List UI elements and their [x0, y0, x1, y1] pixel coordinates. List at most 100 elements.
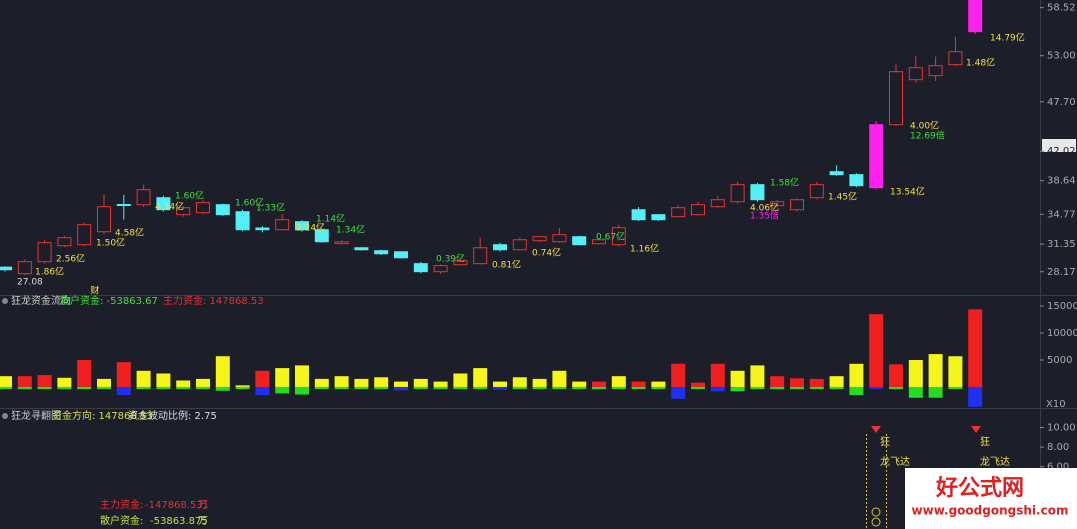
annotation: 1.60亿: [235, 197, 264, 209]
candle-body: [116, 203, 131, 206]
annotation: 1.16亿: [630, 243, 659, 255]
bar: [631, 386, 646, 390]
signal-marker: [971, 426, 981, 433]
bar: [512, 386, 527, 390]
bar: [671, 386, 686, 399]
bar: [889, 386, 903, 390]
y-tick-label: 10.00: [1047, 423, 1076, 434]
bar: [413, 386, 428, 390]
bar: [57, 377, 72, 387]
candle-body: [334, 241, 349, 245]
bar: [552, 370, 567, 387]
candle-body: [809, 184, 824, 199]
annotation: 2.56亿: [56, 253, 85, 265]
bar: [770, 376, 785, 387]
y-tick-label: 10000: [1047, 328, 1077, 339]
bar: [295, 386, 309, 395]
bar: [314, 386, 329, 390]
annotation: 1.14亿: [316, 213, 345, 225]
candle-body: [770, 201, 785, 207]
candle-body: [97, 206, 111, 233]
annotation: 13.54亿: [890, 186, 925, 198]
annotation: 狂: [880, 436, 890, 448]
annotation: 0.81亿: [492, 259, 521, 271]
bar: [948, 356, 963, 387]
candle-body: [275, 219, 290, 231]
panel-label: 资金波动比例: 2.75: [128, 409, 217, 422]
bar: [869, 314, 884, 387]
signal-marker: [871, 426, 881, 433]
annotation: 4.00亿: [910, 120, 939, 132]
bar: [196, 386, 210, 390]
bar: [295, 365, 309, 387]
annotation: 1.45亿: [828, 191, 857, 203]
candle-body: [0, 266, 12, 271]
bar: [0, 386, 12, 390]
annotation: 1.60亿: [175, 190, 204, 202]
bar: [532, 386, 547, 390]
candle-body: [37, 242, 52, 263]
y-tick-label: 58.52: [1047, 3, 1076, 14]
watermark-title: 好公式网: [935, 475, 1024, 501]
bar: [849, 363, 864, 387]
bar: [829, 376, 844, 387]
bar: [750, 386, 765, 390]
candle-body: [849, 174, 864, 187]
annotation: 27.08: [17, 278, 43, 288]
candle-body: [156, 197, 171, 211]
bar: [196, 378, 210, 387]
bar: [0, 376, 12, 387]
panel-subtitle: 散户资金: -53863.67: [60, 294, 158, 307]
bar: [37, 375, 52, 387]
annotation: 1.48亿: [966, 57, 995, 69]
annotation: 龙飞达: [880, 455, 910, 468]
bar: [176, 386, 191, 390]
candle-body: [215, 204, 230, 216]
annotation: -147868.531: [145, 500, 209, 511]
candle-body: [453, 260, 468, 266]
bar: [334, 376, 349, 387]
bar: [730, 386, 745, 392]
bar: [671, 363, 686, 387]
bar: [453, 373, 468, 387]
bar: [57, 386, 72, 390]
annotation: 1.33亿: [256, 202, 285, 214]
bar: [651, 386, 666, 390]
bar: [374, 386, 389, 390]
bar: [354, 378, 369, 387]
y-tick-label: 15000: [1047, 301, 1077, 312]
bar: [156, 386, 171, 390]
y-tick-label: 31.35: [1047, 239, 1076, 250]
bar: [750, 365, 765, 387]
bar: [77, 360, 92, 387]
y-tick-label: 47.70: [1047, 97, 1076, 108]
candle-body: [493, 244, 507, 251]
bar: [17, 376, 32, 387]
candle-body: [631, 209, 646, 221]
candle-body: [196, 202, 210, 214]
bar: [433, 386, 448, 390]
candle-body: [295, 221, 309, 231]
bar: [611, 386, 626, 390]
annotation: 万: [198, 500, 208, 511]
bar: [651, 381, 666, 387]
candle-body: [552, 234, 567, 243]
scale-note: X10: [1046, 399, 1066, 410]
candle-body: [57, 237, 72, 247]
bar: [156, 373, 171, 387]
y-tick-label: 6.00: [1047, 462, 1069, 473]
bar: [176, 380, 191, 387]
candle-body: [394, 251, 408, 259]
bar: [691, 386, 705, 390]
bar: [314, 378, 329, 387]
bar: [592, 381, 606, 387]
candle-body: [235, 211, 250, 231]
candle-body: [750, 184, 765, 201]
bar: [97, 378, 111, 387]
annotation: 12.69倍: [910, 130, 945, 142]
bar: [809, 378, 824, 387]
candle-body: [572, 236, 587, 246]
y-tick-label: 28.17: [1047, 267, 1076, 278]
bar: [215, 356, 230, 387]
candle-body: [17, 261, 32, 275]
